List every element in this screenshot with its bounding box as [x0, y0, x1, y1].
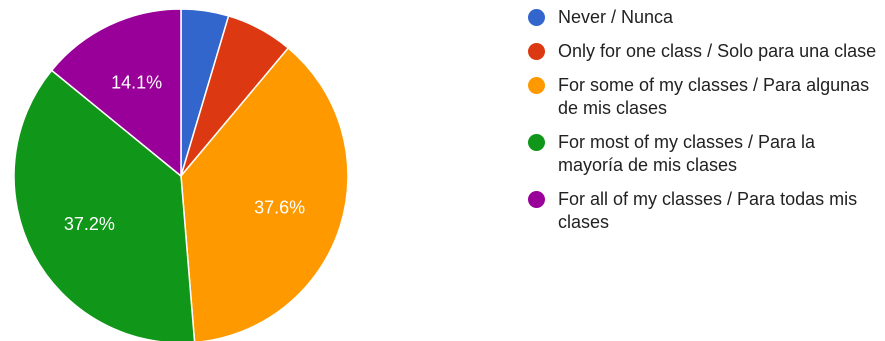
legend-swatch-icon — [528, 134, 545, 151]
pie-slices — [13, 8, 349, 341]
legend-item-3[interactable]: For most of my classes / Para la mayoría… — [528, 131, 880, 177]
legend-label: Never / Nunca — [558, 7, 674, 27]
chart-legend: Never / Nunca Only for one class / Solo p… — [528, 6, 880, 245]
legend-item-2[interactable]: For some of my classes / Para algunas de… — [528, 74, 880, 120]
legend-label: Only for one class / Solo para una clase — [558, 41, 877, 61]
legend-item-1[interactable]: Only for one class / Solo para una clase — [528, 40, 880, 63]
legend-swatch-icon — [528, 77, 545, 94]
legend-item-4[interactable]: For all of my classes / Para todas mis c… — [528, 188, 880, 234]
pie-slice-2[interactable] — [180, 46, 349, 341]
legend-swatch-icon — [528, 191, 545, 208]
pie-slice-label-2: 37.6% — [254, 197, 305, 217]
pie-slice-label-4: 14.1% — [111, 72, 162, 92]
pie-slice-labels: 37.6% 37.2% 14.1% — [64, 72, 305, 234]
legend-label: For most of my classes / Para la mayoría… — [558, 132, 816, 175]
legend-swatch-icon — [528, 43, 545, 60]
legend-label: For some of my classes / Para algunas de… — [558, 75, 870, 118]
pie-slice-label-3: 37.2% — [64, 214, 115, 234]
pie-slice-4[interactable] — [50, 8, 182, 178]
legend-label: For all of my classes / Para todas mis c… — [558, 189, 858, 232]
pie-slice-3[interactable] — [13, 69, 196, 341]
legend-item-0[interactable]: Never / Nunca — [528, 6, 880, 29]
legend-swatch-icon — [528, 9, 545, 26]
